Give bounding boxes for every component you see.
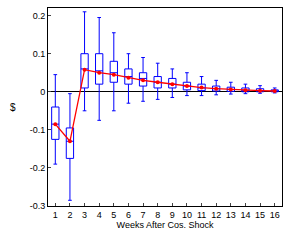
svg-text:10: 10 <box>182 210 192 220</box>
svg-text:0: 0 <box>40 87 45 97</box>
svg-text:15: 15 <box>255 210 265 220</box>
svg-text:8: 8 <box>155 210 160 220</box>
svg-text:-0.1: -0.1 <box>30 125 46 135</box>
svg-text:-0.2: -0.2 <box>30 163 46 173</box>
svg-text:16: 16 <box>270 210 280 220</box>
svg-text:12: 12 <box>211 210 221 220</box>
svg-text:13: 13 <box>226 210 236 220</box>
svg-text:1: 1 <box>53 210 58 220</box>
svg-text:Weeks After Cos. Shock: Weeks After Cos. Shock <box>117 220 214 230</box>
svg-text:11: 11 <box>197 210 206 220</box>
svg-text:4: 4 <box>97 210 102 220</box>
svg-text:3: 3 <box>82 210 87 220</box>
svg-text:$: $ <box>10 102 16 113</box>
svg-text:14: 14 <box>240 210 250 220</box>
svg-text:5: 5 <box>111 210 116 220</box>
svg-text:0.2: 0.2 <box>33 11 46 21</box>
svg-text:7: 7 <box>141 210 146 220</box>
svg-text:-0.3: -0.3 <box>30 201 46 211</box>
svg-text:9: 9 <box>170 210 175 220</box>
svg-text:6: 6 <box>126 210 131 220</box>
svg-text:2: 2 <box>67 210 72 220</box>
svg-text:0.1: 0.1 <box>33 49 46 59</box>
